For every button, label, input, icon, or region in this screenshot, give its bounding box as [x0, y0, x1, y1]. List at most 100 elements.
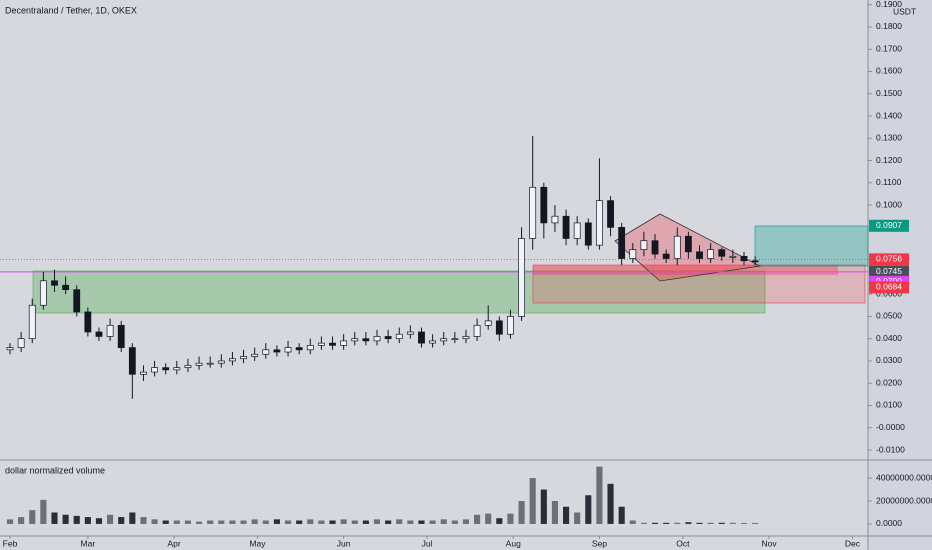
- volume-bar: [351, 520, 358, 524]
- candle-body: [17, 338, 25, 348]
- volume-tick-label: 20000000.0000: [876, 495, 932, 505]
- candle-body: [707, 249, 715, 259]
- candle-body: [73, 289, 81, 313]
- candle-body: [451, 338, 459, 341]
- x-tick-label: May: [249, 538, 266, 548]
- volume-bar: [407, 520, 414, 524]
- volume-bar: [29, 510, 36, 524]
- price-label-box: [869, 253, 909, 266]
- volume-bar: [474, 514, 481, 524]
- candle-body: [384, 336, 392, 340]
- candle-body: [618, 227, 626, 259]
- volume-bar: [340, 519, 347, 524]
- volume-bar: [440, 519, 447, 524]
- volume-bar: [618, 506, 625, 524]
- y-tick-label: 0.1000: [876, 199, 902, 209]
- volume-bar: [696, 522, 703, 524]
- candle-body: [262, 349, 270, 355]
- volume-bar: [563, 506, 570, 524]
- x-tick-label: Oct: [676, 538, 690, 548]
- candle-body: [117, 324, 125, 348]
- y-tick-label: 0.1900: [876, 0, 902, 9]
- candle-body: [173, 367, 181, 371]
- y-tick-label: 0.1400: [876, 110, 902, 120]
- volume-bar: [140, 517, 147, 524]
- volume-bar: [685, 522, 692, 524]
- volume-bar: [218, 520, 225, 524]
- x-tick-label: Apr: [167, 538, 180, 548]
- candle-body: [429, 340, 437, 344]
- volume-bar: [707, 522, 714, 524]
- volume-bar: [451, 520, 458, 524]
- volume-bar: [385, 520, 392, 524]
- candle-body: [640, 240, 648, 250]
- volume-bar: [518, 501, 525, 524]
- volume-bar: [596, 466, 603, 524]
- x-tick-label: Jun: [337, 538, 351, 548]
- price-label-box: [869, 265, 909, 278]
- candle-body: [51, 280, 58, 286]
- candle-body: [718, 249, 726, 257]
- volume-bar: [307, 519, 314, 524]
- candle-body: [295, 347, 303, 351]
- candle-body: [6, 347, 14, 351]
- candle-body: [406, 331, 414, 335]
- candle-body: [240, 356, 247, 360]
- volume-bar: [229, 520, 236, 524]
- candle-body: [217, 360, 225, 364]
- y-tick-label: 0.1300: [876, 133, 902, 143]
- price-label: 0.0745: [876, 266, 902, 276]
- volume-bar: [585, 495, 592, 524]
- candle-body: [329, 342, 336, 346]
- candle-body: [507, 316, 514, 335]
- volume-bar: [485, 513, 492, 524]
- candle-body: [551, 215, 559, 224]
- candle-body: [340, 340, 348, 346]
- price-label: 0.0907: [876, 220, 902, 230]
- candle-body: [39, 280, 47, 306]
- candle-body: [206, 362, 214, 365]
- candle-body: [596, 200, 603, 246]
- x-tick-label: Feb: [3, 538, 18, 548]
- volume-bar: [529, 478, 536, 524]
- x-tick-label: Mar: [81, 538, 96, 548]
- candle-body: [284, 347, 292, 353]
- price-label: 0.0700: [876, 276, 902, 286]
- y-tick-label: 0.0300: [876, 355, 902, 365]
- y-tick-label: 0.1800: [876, 21, 902, 31]
- volume-bar: [752, 523, 759, 524]
- candle-body: [84, 311, 92, 333]
- candle-body: [351, 338, 359, 342]
- candle-body: [573, 222, 581, 239]
- candle-body: [418, 331, 425, 344]
- candle-body: [495, 320, 503, 335]
- candle-body: [140, 371, 147, 375]
- candle-body: [529, 186, 537, 239]
- short-position-zone: [532, 264, 866, 304]
- volume-bar: [6, 519, 14, 524]
- x-tick-label: Dec: [845, 538, 861, 548]
- candle-body: [696, 251, 703, 259]
- volume-bar: [640, 522, 647, 524]
- candle-body: [662, 253, 670, 259]
- volume-bar: [296, 520, 303, 524]
- candle-body: [584, 222, 592, 246]
- drawings: [32, 213, 869, 314]
- candle-body: [629, 249, 637, 259]
- plot-background: [0, 0, 868, 550]
- volume-bar: [373, 519, 381, 524]
- volume-bar: [273, 519, 280, 524]
- volume-bar: [18, 517, 25, 524]
- price-label: 0.0684: [876, 282, 902, 292]
- volume-bar: [718, 522, 725, 524]
- y-tick-label: -0.0100: [876, 444, 905, 454]
- volume-bar: [118, 517, 125, 524]
- candle-body: [151, 367, 158, 373]
- volume-bar: [162, 520, 169, 524]
- volume-bar: [318, 520, 325, 524]
- volume-bar: [184, 520, 192, 524]
- x-tick-label: Aug: [506, 538, 521, 548]
- volume-bar: [396, 519, 403, 524]
- candle-body: [462, 336, 470, 340]
- chart-title: Decentraland / Tether, 1D, OKEX: [5, 5, 137, 15]
